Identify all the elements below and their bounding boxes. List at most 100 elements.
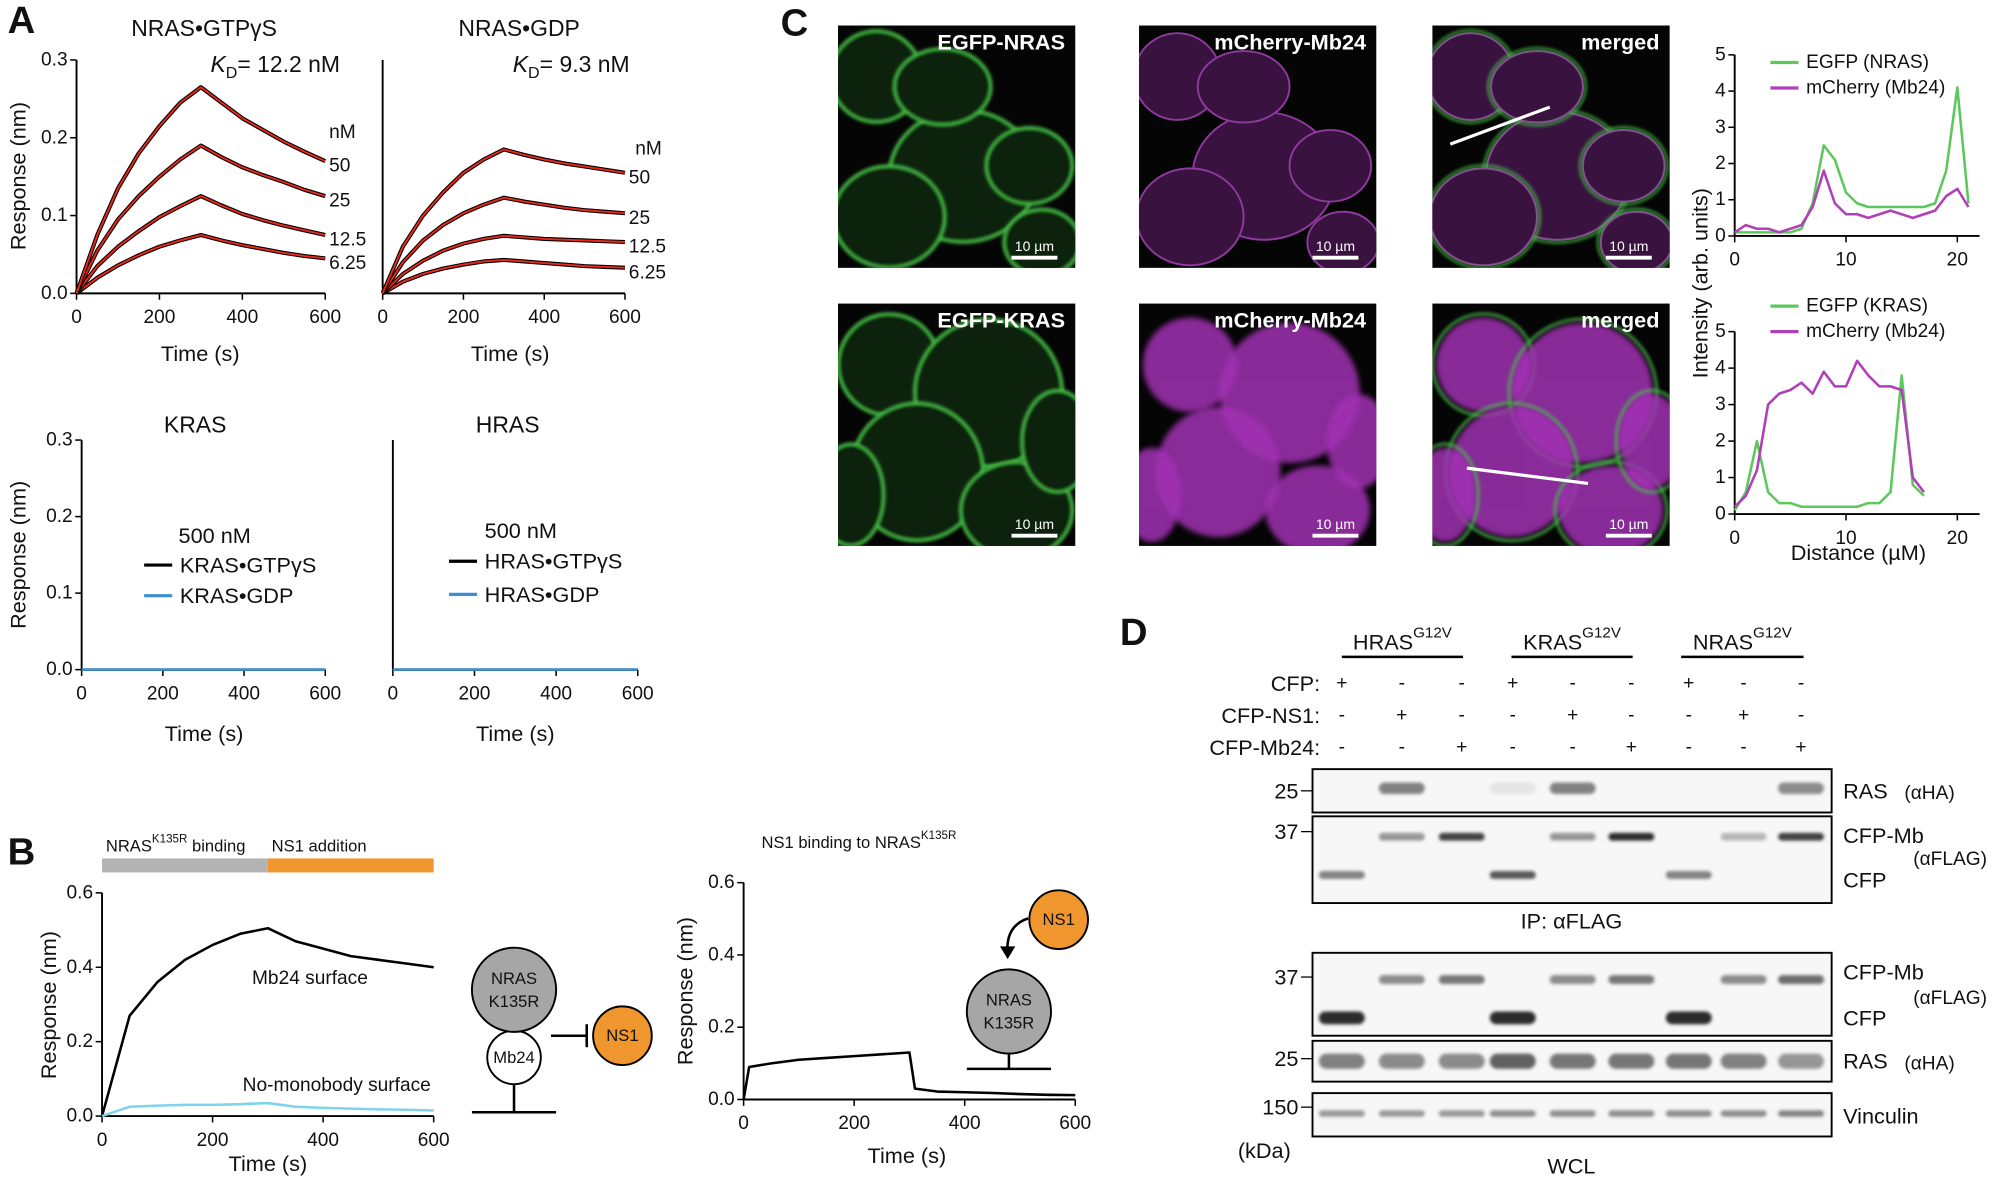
- band-label: CFP: [1843, 868, 1886, 893]
- cells: [1139, 317, 1377, 546]
- cell-green: [892, 47, 993, 127]
- y-tick-label: 3: [1715, 394, 1726, 415]
- y-tick-label: 0.0: [46, 659, 73, 680]
- band: [1720, 1110, 1767, 1117]
- band: [1438, 1110, 1485, 1117]
- panel-letter: A: [8, 0, 36, 42]
- condition-sign: -: [1570, 673, 1576, 694]
- x-tick-label: 600: [1059, 1113, 1091, 1134]
- band: [1378, 832, 1425, 841]
- y-tick-label: 0.1: [46, 583, 73, 604]
- x-axis-label: Time (s): [161, 341, 240, 366]
- micrograph: mCherry-Mb24 10 µm: [1139, 303, 1377, 546]
- diagram-mutation: K135R: [984, 1013, 1035, 1032]
- diagram-mutation: K135R: [489, 992, 540, 1011]
- cell-green: [1002, 207, 1076, 268]
- y-tick-label: 3: [1715, 117, 1726, 138]
- phase-label: NRASK135R binding: [106, 833, 246, 856]
- diagram-right: [965, 889, 1089, 1071]
- cell-magenta: [1288, 129, 1373, 203]
- legend-label: HRAS•GTPγS: [485, 549, 623, 574]
- band: [1665, 1011, 1712, 1025]
- scale-bar-label: 10 µm: [1316, 238, 1355, 254]
- condition-sign: +: [1567, 705, 1578, 726]
- series-line: [75, 86, 326, 294]
- condition-label: CFP-NS1:: [1221, 703, 1320, 728]
- y-tick-label: 0.3: [41, 49, 68, 70]
- x-tick-label: 600: [418, 1130, 450, 1151]
- series-end-label: 6.25: [629, 262, 666, 283]
- unit-label: nM: [635, 139, 662, 160]
- chart-title-part: HRAS: [476, 412, 540, 438]
- y-tick-label: 5: [1715, 321, 1726, 342]
- image-label: EGFP-NRAS: [937, 30, 1065, 55]
- band: [1438, 975, 1485, 985]
- panel-letter: C: [781, 1, 809, 44]
- x-tick-label: 400: [528, 307, 560, 328]
- series-end-label: 6.25: [329, 253, 366, 274]
- band: [1438, 1053, 1485, 1069]
- y-tick-label: 0.6: [67, 882, 94, 903]
- x-tick-label: 600: [622, 683, 654, 704]
- band: [1549, 1110, 1596, 1117]
- condition-sign: -: [1798, 705, 1804, 726]
- kd-annotation: KD= 12.2 nM: [210, 51, 340, 82]
- cell-magenta: [1155, 406, 1281, 537]
- chart-title: NRAS•GTPγS: [131, 15, 277, 41]
- cell-magenta: [1432, 447, 1475, 543]
- condition-sign: +: [1683, 673, 1694, 694]
- unit-label: nM: [329, 122, 356, 143]
- band: [1489, 871, 1536, 879]
- chart-title: NS1 binding to NRASK135R: [761, 829, 956, 852]
- x-axis-label: Time (s): [471, 341, 550, 366]
- band: [1608, 1110, 1655, 1117]
- condition-sign: -: [1459, 673, 1465, 694]
- cells: [838, 312, 1076, 546]
- cell-green: [1432, 164, 1541, 268]
- cell-magenta: [1619, 394, 1670, 489]
- y-tick-label: 0.2: [46, 506, 73, 527]
- cell-magenta: [1581, 129, 1666, 203]
- cell-green: [984, 126, 1075, 206]
- series-line: [381, 196, 626, 294]
- legend-label: KRAS•GDP: [180, 583, 294, 608]
- cell-magenta: [1139, 447, 1182, 543]
- legend-label: KRAS•GTPγS: [180, 553, 316, 578]
- y-tick-label: 2: [1715, 431, 1726, 452]
- y-axis-label: Response (nm): [672, 917, 697, 1065]
- scale-bar-label: 10 µm: [1015, 238, 1054, 254]
- antibody-label: (αHA): [1904, 783, 1954, 804]
- group-header-part: G12V: [1582, 625, 1622, 642]
- cell-magenta: [1139, 167, 1245, 267]
- antibody-label: (αFLAG): [1913, 849, 1987, 870]
- group-header-part: G12V: [1413, 625, 1453, 642]
- diagram-left: [470, 946, 653, 1114]
- phase-label: NS1 addition: [272, 836, 367, 855]
- condition-sign: -: [1798, 673, 1804, 694]
- condition-sign: -: [1570, 737, 1576, 758]
- band: [1489, 1110, 1536, 1117]
- wcl-label: WCL: [1547, 1153, 1595, 1178]
- band: [1489, 1011, 1536, 1025]
- x-tick-label: 10: [1835, 528, 1856, 549]
- cell-magenta: [1599, 210, 1670, 268]
- data-trace: [74, 85, 327, 295]
- x-tick-label: 0: [76, 683, 87, 704]
- cells: [1432, 312, 1670, 546]
- diagram-monobody: Mb24: [493, 1048, 534, 1067]
- scale-bar-label: 10 µm: [1316, 516, 1355, 532]
- phase-bar: [267, 858, 434, 873]
- condition-label: CFP:: [1271, 671, 1320, 696]
- series-line: [382, 258, 626, 295]
- diagram-ras: NRAS: [491, 969, 537, 988]
- kd-annotation-part: K: [210, 51, 227, 77]
- phase-bar: [102, 858, 268, 873]
- cell-green: [1614, 388, 1670, 494]
- series-line: [742, 1051, 1076, 1100]
- scale-bar-label: 10 µm: [1609, 238, 1648, 254]
- cells: [1432, 29, 1670, 268]
- x-tick-label: 200: [447, 307, 479, 328]
- condition-sign: -: [1339, 737, 1345, 758]
- condition-sign: -: [1510, 705, 1516, 726]
- cell-magenta: [1436, 317, 1531, 412]
